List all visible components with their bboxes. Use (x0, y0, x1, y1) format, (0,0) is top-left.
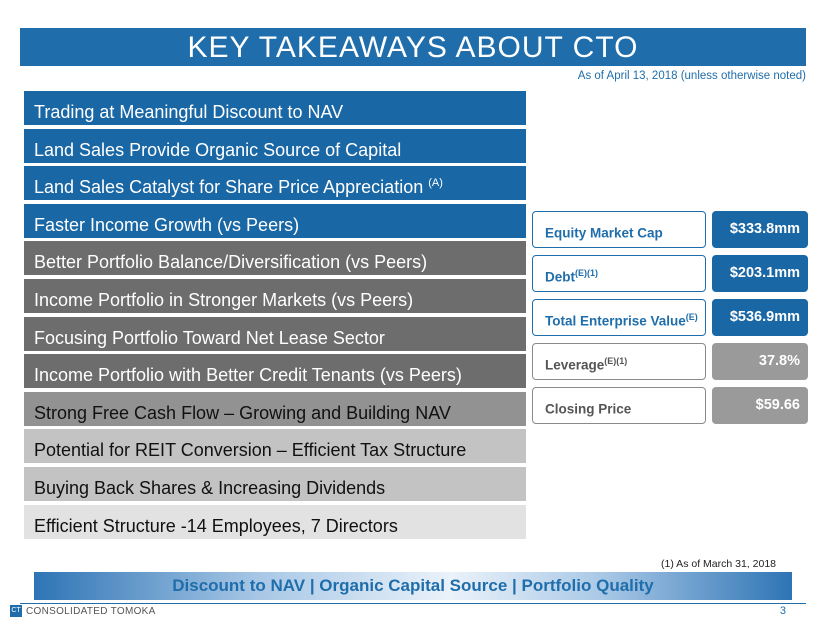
takeaways-list: Trading at Meaningful Discount to NAV La… (24, 91, 526, 542)
page-number: 3 (779, 605, 786, 617)
slide-title: KEY TAKEAWAYS ABOUT CTO (20, 28, 806, 66)
takeaway-item: Land Sales Catalyst for Share Price Appr… (24, 166, 526, 201)
metric-label: Equity Market Cap (532, 211, 706, 248)
metric-label: Leverage(E)(1) (532, 343, 706, 380)
metric-label: Total Enterprise Value(E) (532, 299, 706, 336)
takeaway-item: Efficient Structure -14 Employees, 7 Dir… (24, 504, 526, 539)
metric-debt: Debt(E)(1) $203.1mm (532, 255, 808, 292)
summary-banner: Discount to NAV | Organic Capital Source… (34, 572, 792, 600)
metric-equity-market-cap: Equity Market Cap $333.8mm (532, 211, 808, 248)
metric-value: $203.1mm (712, 255, 808, 292)
company-logo: CT CONSOLIDATED TOMOKA (10, 605, 156, 617)
takeaway-item: Income Portfolio in Stronger Markets (vs… (24, 278, 526, 313)
footer-divider (20, 603, 806, 604)
takeaway-item: Focusing Portfolio Toward Net Lease Sect… (24, 316, 526, 351)
metric-label: Closing Price (532, 387, 706, 424)
metric-closing-price: Closing Price $59.66 (532, 387, 808, 424)
takeaway-item: Strong Free Cash Flow – Growing and Buil… (24, 391, 526, 426)
metric-value: $536.9mm (712, 299, 808, 336)
takeaway-item: Faster Income Growth (vs Peers) (24, 203, 526, 238)
metric-value: 37.8% (712, 343, 808, 380)
metric-leverage: Leverage(E)(1) 37.8% (532, 343, 808, 380)
takeaway-item: Potential for REIT Conversion – Efficien… (24, 429, 526, 464)
takeaway-item: Trading at Meaningful Discount to NAV (24, 91, 526, 125)
logo-mark-icon: CT (10, 605, 22, 617)
metrics-panel: Equity Market Cap $333.8mm Debt(E)(1) $2… (532, 211, 808, 431)
as-of-note: As of April 13, 2018 (unless otherwise n… (577, 70, 806, 82)
metric-value: $333.8mm (712, 211, 808, 248)
takeaway-item: Income Portfolio with Better Credit Tena… (24, 354, 526, 389)
footnote: (1) As of March 31, 2018 (661, 558, 776, 570)
company-name: CONSOLIDATED TOMOKA (26, 605, 156, 617)
takeaway-item: Buying Back Shares & Increasing Dividend… (24, 466, 526, 501)
metric-value: $59.66 (712, 387, 808, 424)
metric-total-enterprise-value: Total Enterprise Value(E) $536.9mm (532, 299, 808, 336)
metric-label: Debt(E)(1) (532, 255, 706, 292)
takeaway-item: Land Sales Provide Organic Source of Cap… (24, 128, 526, 163)
takeaway-item: Better Portfolio Balance/Diversification… (24, 241, 526, 276)
